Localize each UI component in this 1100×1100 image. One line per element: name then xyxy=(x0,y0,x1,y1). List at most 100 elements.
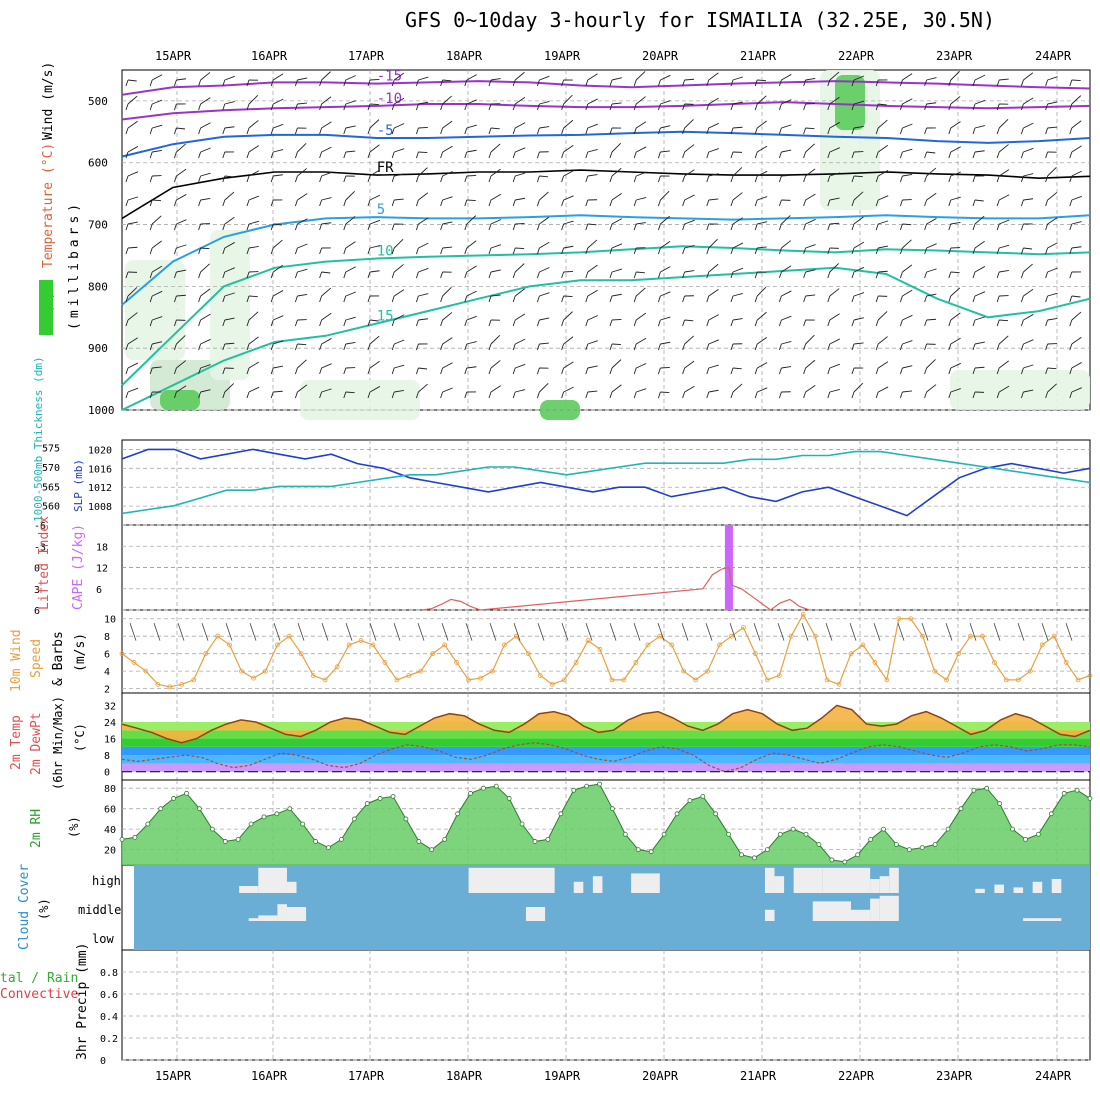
wind-barb-flag xyxy=(609,79,613,87)
wind-barb-staff xyxy=(756,120,767,129)
wind-barb xyxy=(222,216,235,231)
wind-barb-staff xyxy=(248,295,258,298)
wind-barb-staff xyxy=(127,196,139,201)
wind-barb-flag xyxy=(488,127,492,135)
wind-barb-staff xyxy=(877,119,888,129)
wind-barb-flag xyxy=(343,247,347,255)
wind-barb xyxy=(173,194,187,207)
surface-wind-barb xyxy=(729,622,737,641)
wind-barb xyxy=(173,385,187,399)
wind-barb-flag xyxy=(875,247,879,255)
wind-barb xyxy=(1069,295,1081,303)
wind-barb xyxy=(827,197,840,207)
wind-barb-flag xyxy=(972,367,976,375)
wind-barb xyxy=(512,288,525,303)
wind-barb xyxy=(367,245,380,255)
cape-tick-label: 12 xyxy=(96,564,108,575)
wind-barb-staff xyxy=(321,271,331,274)
cloud-high-block xyxy=(889,867,899,893)
rh-shade-3 xyxy=(300,380,420,420)
wind-barb xyxy=(1020,72,1034,87)
rh-shade-7 xyxy=(950,370,1090,410)
wind-barb-flag xyxy=(730,151,734,159)
wind-barb-flag xyxy=(803,223,807,231)
wind-barb-staff xyxy=(587,289,598,297)
wind-barb xyxy=(1069,170,1082,183)
wind-barb-flag xyxy=(464,79,468,87)
wind-barb xyxy=(851,241,865,255)
wind-barb xyxy=(827,363,840,375)
wind-barb xyxy=(778,265,792,279)
wind-barb-flag xyxy=(851,127,855,135)
wind-barb-staff xyxy=(950,146,961,153)
wind-barb xyxy=(924,151,936,159)
wind-barb-staff xyxy=(152,99,163,105)
wind-barb-flag xyxy=(1069,343,1073,351)
wind-barb-flag xyxy=(972,247,976,255)
thickness-tick-label: 560 xyxy=(42,502,60,513)
wind-barb xyxy=(851,317,864,327)
wind-barb-staff xyxy=(926,384,937,393)
wind-barb xyxy=(270,315,284,327)
wind-barb-staff xyxy=(974,99,986,105)
wind-barb-staff xyxy=(587,365,598,369)
wind-barb-flag xyxy=(899,391,903,399)
wind-barb-staff xyxy=(563,94,573,105)
wind-barb-flag xyxy=(512,175,516,183)
wind-barb-staff xyxy=(974,125,985,129)
wind-barb xyxy=(585,340,598,351)
wind-barb-flag xyxy=(996,127,1000,135)
slp-tick-label: 1020 xyxy=(88,445,112,456)
wind-barb xyxy=(440,221,453,231)
wind-barb xyxy=(198,72,211,87)
wind-barb xyxy=(827,222,840,231)
wind-barb-flag xyxy=(924,247,928,255)
wind-barb-staff xyxy=(829,313,840,321)
wind-barb-flag xyxy=(488,199,492,207)
wind-barb xyxy=(149,124,163,135)
surface-wind-barb xyxy=(849,622,857,641)
wind-barb-flag xyxy=(222,79,226,87)
wind-barb-flag xyxy=(222,127,226,135)
wind-barb xyxy=(682,194,695,207)
wind-barb-flag xyxy=(682,295,686,303)
wind-barb-staff xyxy=(442,221,453,225)
wind-barb-staff xyxy=(1023,247,1033,250)
wind-barb-flag xyxy=(512,127,516,135)
rh-point xyxy=(945,826,951,832)
wind-barb-staff xyxy=(394,364,405,369)
wind-speed-point xyxy=(573,660,579,665)
wind-barb-staff xyxy=(635,312,647,321)
wind-barb xyxy=(948,312,961,327)
wind-barb-flag xyxy=(319,175,323,183)
wind-barb-staff xyxy=(394,198,404,201)
wind-barb-flag xyxy=(246,319,250,327)
wind-barb-flag xyxy=(706,319,710,327)
wind-barb xyxy=(585,174,598,183)
wind-barb-flag xyxy=(875,391,879,399)
wind-barb xyxy=(440,120,453,135)
wind-speed-point xyxy=(848,651,854,657)
wind-barb xyxy=(803,359,816,375)
wind-barb xyxy=(899,289,913,303)
wind-barb-staff xyxy=(369,169,381,177)
wind-barb-staff xyxy=(490,334,501,345)
wind-barb-flag xyxy=(996,151,1000,159)
wind-barb xyxy=(246,170,260,183)
wind-barb-flag xyxy=(319,295,323,303)
wind-barb xyxy=(512,247,525,255)
wind-barb-flag xyxy=(440,79,444,87)
wind-barb-flag xyxy=(633,223,637,231)
wind-barb-flag xyxy=(125,367,129,375)
slp-tick-label: 1012 xyxy=(88,483,112,494)
wind-barb-flag xyxy=(851,247,855,255)
rh-point xyxy=(610,806,615,812)
wind-speed-point xyxy=(836,681,842,687)
wind-barb xyxy=(609,102,622,111)
wind-barb-flag xyxy=(198,343,202,351)
wind-barb-flag xyxy=(270,199,274,207)
wind-barb-staff xyxy=(611,142,622,153)
wind-barb-flag xyxy=(972,175,976,183)
wind-barb-staff xyxy=(1023,147,1034,153)
temp-axis-label-1: 2m Temp xyxy=(9,715,24,770)
